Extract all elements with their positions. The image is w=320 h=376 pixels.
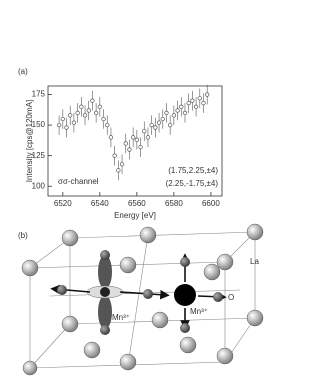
- data-point: [201, 100, 206, 106]
- o-atoms: [57, 250, 223, 335]
- data-point: [79, 104, 84, 109]
- data-point: [190, 98, 195, 103]
- atom-label: Mn³⁺: [190, 307, 208, 316]
- y-axis-label: Intensity [cps@120mA]: [25, 100, 34, 182]
- panel-label: (a): [18, 67, 28, 76]
- crystal-diagram: (b): [18, 223, 264, 376]
- x-tick-label: 6600: [202, 199, 220, 208]
- data-point: [179, 104, 184, 109]
- la-atoms: [21, 223, 264, 376]
- y-tick-label: 125: [32, 151, 46, 160]
- data-point: [168, 122, 173, 128]
- annotation: (1.75,2.25,±4): [168, 166, 218, 175]
- data-point: [186, 100, 191, 106]
- data-point: [149, 122, 154, 128]
- mn-atom: [174, 284, 196, 306]
- data-point: [134, 137, 140, 142]
- data-point: [145, 135, 151, 140]
- data-point: [116, 168, 121, 173]
- data-point: [97, 104, 102, 109]
- y-tick-label: 100: [32, 181, 46, 190]
- x-tick-label: 6520: [54, 199, 72, 208]
- x-axis-label: Energy [eV]: [114, 211, 156, 220]
- data-point: [108, 135, 114, 140]
- atom-label: O: [228, 293, 234, 302]
- y-tick-label: 175: [32, 90, 46, 99]
- data-point: [156, 120, 162, 125]
- data-point: [164, 110, 169, 116]
- data-point: [119, 162, 125, 167]
- data-point: [64, 125, 69, 130]
- data-point: [142, 129, 147, 134]
- data-point: [123, 141, 128, 146]
- data-point: [182, 110, 188, 116]
- annotation: (2.25,-1.75,±4): [166, 179, 219, 188]
- data-point: [153, 125, 158, 130]
- annotation: σσ-channel: [58, 177, 99, 186]
- atom-label: Mn³⁺: [112, 313, 130, 322]
- x-tick-label: 6580: [165, 199, 183, 208]
- cube-edge: [29, 237, 71, 269]
- data-point: [175, 108, 180, 113]
- data-point: [205, 92, 210, 97]
- data-point: [56, 122, 62, 128]
- data-point: [138, 144, 143, 150]
- data-point: [112, 153, 117, 158]
- data-point: [68, 113, 73, 118]
- x-tick-label: 6560: [128, 199, 146, 208]
- data-point: [171, 113, 177, 118]
- data-point: [71, 120, 77, 125]
- cube-back: [69, 231, 256, 325]
- data-point: [86, 108, 91, 113]
- data-point: [160, 116, 165, 122]
- data-point: [127, 147, 132, 152]
- plot-frame: [47, 85, 223, 197]
- data-point: [130, 135, 136, 140]
- mn3-orbital: [86, 255, 124, 329]
- data-point: [197, 96, 202, 101]
- data-point: [93, 110, 99, 116]
- cube-edge: [127, 234, 149, 366]
- data-point: [82, 113, 88, 118]
- atom-label: La: [250, 257, 259, 266]
- panel-label: (b): [18, 231, 28, 240]
- data-point: [90, 98, 95, 103]
- cube-edge: [29, 323, 71, 369]
- data-point: [60, 116, 65, 122]
- data-point: [105, 122, 110, 128]
- figure: (a) Energy [eV] Intensity [cps@120mA] σσ…: [18, 67, 264, 376]
- x-tick-label: 6540: [91, 199, 109, 208]
- y-tick-label: 150: [32, 120, 46, 129]
- data-point: [193, 104, 199, 109]
- data-point: [75, 110, 80, 116]
- data-point: [101, 116, 106, 122]
